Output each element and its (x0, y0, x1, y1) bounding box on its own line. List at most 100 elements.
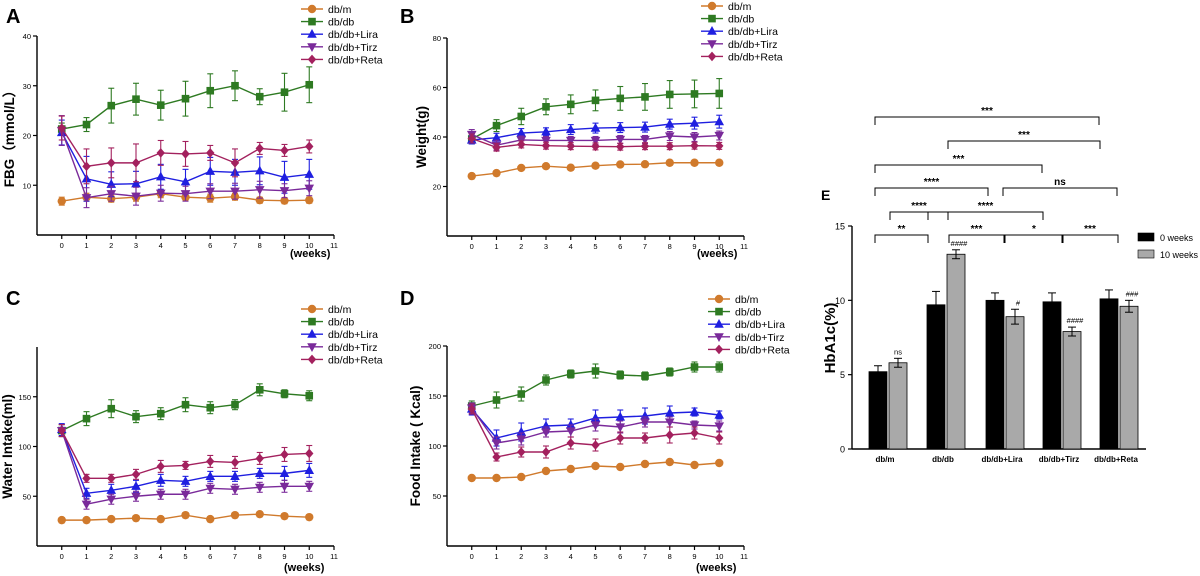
legend-marker (307, 354, 317, 365)
data-point (57, 196, 66, 206)
data-point (132, 412, 140, 421)
data-point (591, 461, 600, 471)
data-point (206, 86, 215, 95)
data-point (690, 428, 699, 438)
data-point (280, 88, 289, 97)
significance-label: *** (971, 224, 983, 235)
data-point (305, 448, 314, 459)
data-point (665, 430, 674, 440)
legend-marker (707, 1, 717, 11)
data-point (181, 510, 190, 520)
data-point (304, 482, 315, 492)
data-point (665, 141, 674, 151)
bar-annotation: #### (951, 239, 969, 248)
x-tick-label: 2 (519, 242, 523, 251)
x-tick-label: 10 (305, 552, 313, 561)
y-tick-label: 40 (23, 32, 31, 41)
data-point (106, 495, 117, 505)
bracket-line (1004, 234, 1064, 243)
legend-marker (714, 294, 724, 304)
significance-label: **** (924, 177, 940, 188)
legend-marker (714, 344, 724, 355)
data-point (255, 143, 264, 154)
panel-d: D 50 100 150 200 0 1 2 3 4 5 6 7 8 9 10 11(weeks) Food In… (400, 288, 790, 574)
y-tick-label: 60 (433, 84, 441, 93)
data-point (591, 161, 600, 170)
data-point (664, 407, 675, 417)
data-point (107, 514, 116, 524)
legend-swatch (1137, 249, 1155, 259)
data-point (231, 81, 239, 90)
data-point (664, 132, 675, 142)
data-point (280, 511, 289, 521)
data-point (304, 169, 315, 178)
series-db-m (57, 509, 314, 525)
data-point (131, 492, 141, 502)
x-tick-label: 3 (544, 552, 548, 561)
data-point (640, 459, 650, 469)
legend-label: db/db (735, 307, 761, 319)
legend-label: db/db+Reta (328, 54, 383, 66)
legend-marker (707, 51, 717, 62)
data-point (640, 135, 650, 145)
y-tick-label: 5 (840, 370, 845, 380)
x-tick-label: 6 (208, 241, 212, 250)
data-point (517, 163, 526, 173)
data-point (305, 80, 314, 89)
data-point (541, 466, 551, 476)
data-point (181, 400, 190, 409)
legend-marker (307, 29, 317, 38)
x-tick-label: db/db (932, 455, 954, 464)
x-tick-label: 0 (470, 242, 474, 251)
data-point (715, 89, 724, 98)
y-tick-label: 50 (433, 492, 441, 501)
x-tick-label: 5 (593, 552, 597, 561)
data-point (231, 400, 239, 409)
significance-label: ns (1054, 177, 1066, 188)
y-tick-label: 100 (428, 442, 441, 451)
x-tick-label: 8 (668, 552, 672, 561)
y-tick-label: 200 (428, 342, 441, 351)
data-point (57, 425, 66, 436)
data-point (107, 473, 116, 484)
x-tick-label: 4 (159, 552, 163, 561)
data-point (254, 468, 265, 477)
y-tick-label: 100 (18, 443, 31, 452)
series-db-db-tirz (56, 424, 315, 510)
data-point (131, 513, 141, 523)
data-point (591, 141, 600, 152)
data-point (230, 158, 240, 168)
data-point (616, 160, 625, 169)
legend-label: db/db (728, 14, 754, 26)
bracket-line (1061, 234, 1119, 243)
data-point (132, 95, 140, 103)
data-point (279, 468, 290, 477)
bar (888, 362, 908, 450)
comparison-bracket: ** (874, 224, 929, 243)
data-point (305, 195, 314, 205)
data-point (615, 423, 626, 433)
data-point (566, 163, 575, 172)
significance-label: ** (898, 224, 906, 235)
x-tick-label: 8 (258, 552, 262, 561)
data-point (131, 192, 141, 202)
x-tick-label: 11 (330, 241, 338, 250)
data-point (714, 131, 725, 141)
series-db-db-reta (467, 133, 724, 153)
bracket-line (874, 234, 929, 243)
significance-label: **** (978, 201, 994, 212)
data-point (230, 485, 240, 495)
data-point (254, 165, 265, 175)
data-point (566, 100, 575, 109)
data-point (155, 189, 166, 199)
x-tick-label: db/db+Tirz (1039, 455, 1080, 464)
data-point (566, 370, 575, 378)
data-point (304, 465, 315, 474)
x-tick-label: 2 (109, 552, 113, 561)
legend-marker (714, 333, 724, 342)
data-point (492, 168, 501, 178)
data-point (517, 139, 526, 150)
x-axis-label: (weeks) (696, 562, 737, 574)
